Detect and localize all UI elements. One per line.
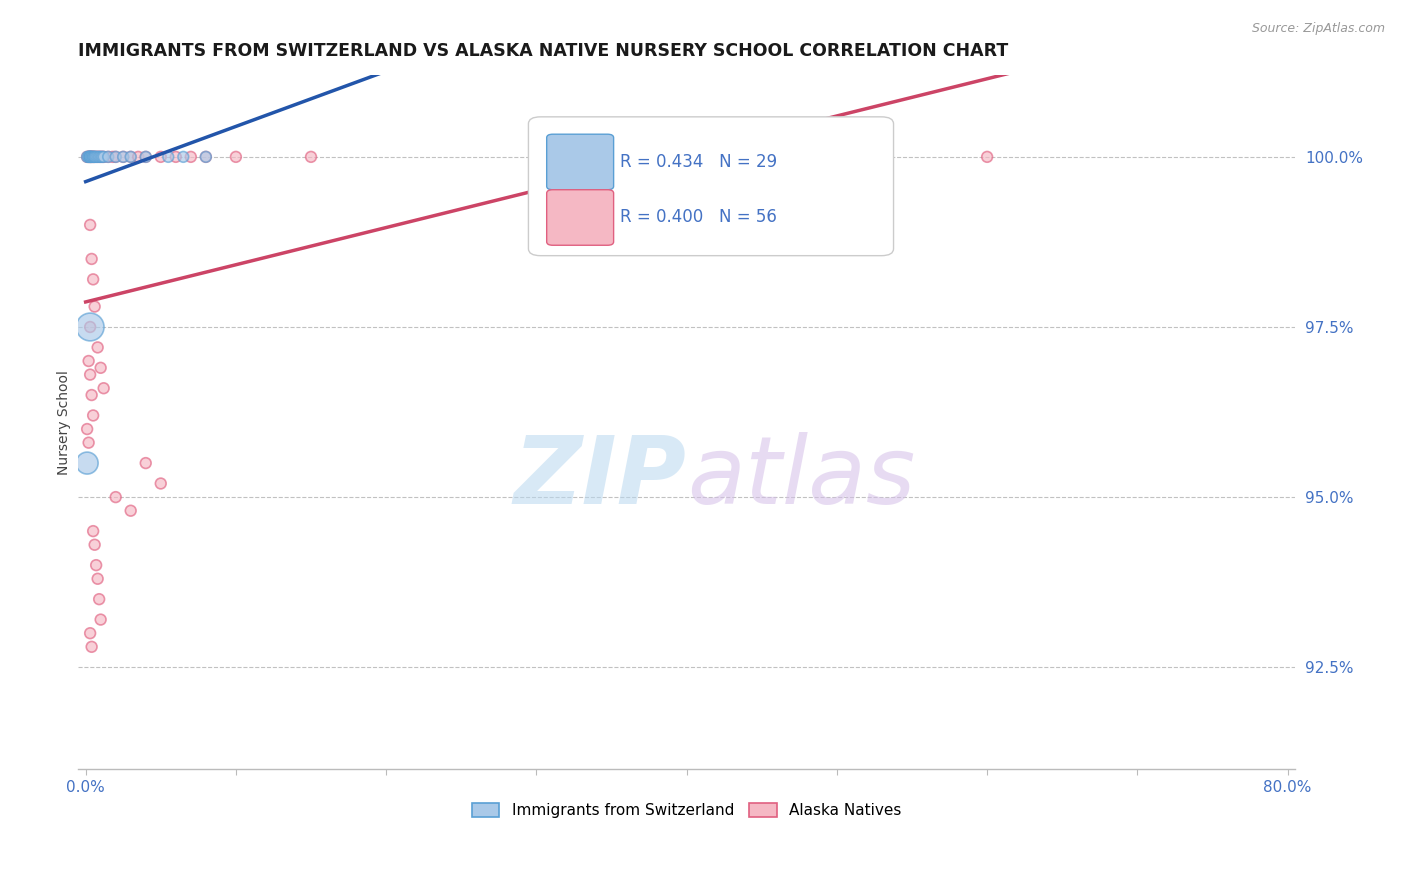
Point [976,150,998,164]
FancyBboxPatch shape [529,117,894,256]
Point [76,150,98,164]
Point [79,150,101,164]
Point [80,150,103,164]
Point [77,150,100,164]
Y-axis label: Nursery School: Nursery School [58,370,72,475]
Point [83,300,105,314]
Point [80,150,103,164]
Point [76,422,98,436]
Point [90,360,112,375]
Point [165,150,187,164]
Point [84,150,107,164]
Text: atlas: atlas [686,433,915,524]
Point [79,368,101,382]
Point [79,626,101,640]
Point [77,354,100,368]
Point [104,150,127,164]
Point [79,320,101,334]
Point [104,150,127,164]
Point [135,150,157,164]
Point [112,150,135,164]
Point [120,504,142,518]
Point [79,150,101,164]
Point [80,640,103,654]
Point [194,150,217,164]
Point [79,320,101,334]
Point [120,150,142,164]
FancyBboxPatch shape [547,134,613,190]
Text: IMMIGRANTS FROM SWITZERLAND VS ALASKA NATIVE NURSERY SCHOOL CORRELATION CHART: IMMIGRANTS FROM SWITZERLAND VS ALASKA NA… [79,42,1008,60]
Point [84,150,107,164]
Point [83,150,105,164]
Point [97,150,120,164]
Point [86,150,108,164]
Point [82,272,104,286]
Point [194,150,217,164]
Point [80,252,103,266]
Text: R = 0.434   N = 29: R = 0.434 N = 29 [620,153,778,171]
Point [82,524,104,538]
Point [97,150,120,164]
Point [80,388,103,402]
Point [79,150,101,164]
Point [93,150,115,164]
Point [89,150,111,164]
Point [76,150,98,164]
Point [77,150,100,164]
Point [86,572,108,586]
Point [101,150,124,164]
Point [79,218,101,232]
Point [149,150,172,164]
Point [180,150,202,164]
Point [135,456,157,470]
Point [112,150,135,164]
Point [90,150,112,164]
Point [89,592,111,607]
Point [82,409,104,423]
Point [90,613,112,627]
Point [91,150,114,164]
Point [90,150,112,164]
Legend: Immigrants from Switzerland, Alaska Natives: Immigrants from Switzerland, Alaska Nati… [465,797,907,824]
Point [127,150,149,164]
Point [83,538,105,552]
Point [149,476,172,491]
Point [120,150,142,164]
Point [80,150,103,164]
Point [82,150,104,164]
Point [80,150,103,164]
Point [79,150,101,164]
Point [135,150,157,164]
Point [86,340,108,354]
Point [104,490,127,504]
Point [82,150,104,164]
Point [93,150,115,164]
Point [91,150,114,164]
Point [79,150,101,164]
Point [86,150,108,164]
Point [299,150,322,164]
FancyBboxPatch shape [547,190,613,245]
Point [172,150,194,164]
Text: Source: ZipAtlas.com: Source: ZipAtlas.com [1251,22,1385,36]
Point [225,150,247,164]
Point [82,150,104,164]
Point [93,381,115,395]
Point [83,150,105,164]
Point [77,150,100,164]
Point [84,558,107,573]
Point [77,150,100,164]
Point [89,150,111,164]
Text: ZIP: ZIP [513,432,686,524]
Point [82,150,104,164]
Point [83,150,105,164]
Point [79,150,101,164]
Point [157,150,180,164]
Point [76,456,98,470]
Text: R = 0.400   N = 56: R = 0.400 N = 56 [620,209,776,227]
Point [77,435,100,450]
